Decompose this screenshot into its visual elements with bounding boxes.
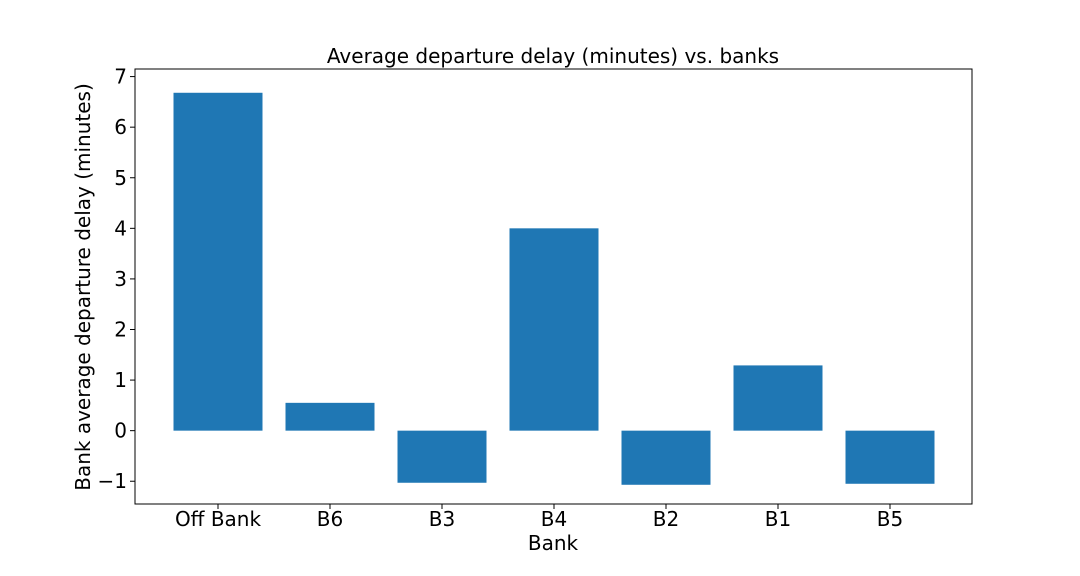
bars-group (173, 92, 935, 485)
x-tick-label: B4 (541, 507, 567, 531)
x-tick-label: B1 (765, 507, 791, 531)
y-tick-label: 2 (114, 317, 127, 341)
x-axis: Off Bank B6 B3 B4 B2 B1 B5 (175, 504, 903, 531)
bar-b2 (621, 430, 711, 485)
x-tick-label: B6 (317, 507, 343, 531)
bar-b5 (845, 430, 935, 484)
x-tick-label: B5 (877, 507, 903, 531)
chart-title: Average departure delay (minutes) vs. ba… (327, 44, 779, 68)
x-axis-label: Bank (528, 531, 579, 555)
y-tick-label: 7 (114, 65, 127, 89)
x-tick-label: B2 (653, 507, 679, 531)
bar-b1 (733, 365, 823, 431)
bar-b6 (285, 402, 375, 431)
y-tick-label: 0 (114, 419, 127, 443)
y-tick-label: 6 (114, 115, 127, 139)
x-tick-label: B3 (429, 507, 455, 531)
y-tick-label: 4 (114, 216, 127, 240)
x-tick-label: Off Bank (175, 507, 262, 531)
bar-off-bank (173, 92, 263, 431)
bar-b4 (509, 228, 599, 431)
y-tick-label: 5 (114, 166, 127, 190)
y-tick-label: −1 (98, 469, 127, 493)
y-tick-label: 1 (114, 368, 127, 392)
y-axis: −1 0 1 2 3 4 5 6 7 (98, 65, 135, 493)
bar-b3 (397, 430, 487, 483)
y-tick-label: 3 (114, 267, 127, 291)
y-axis-label: Bank average departure delay (minutes) (71, 83, 95, 491)
